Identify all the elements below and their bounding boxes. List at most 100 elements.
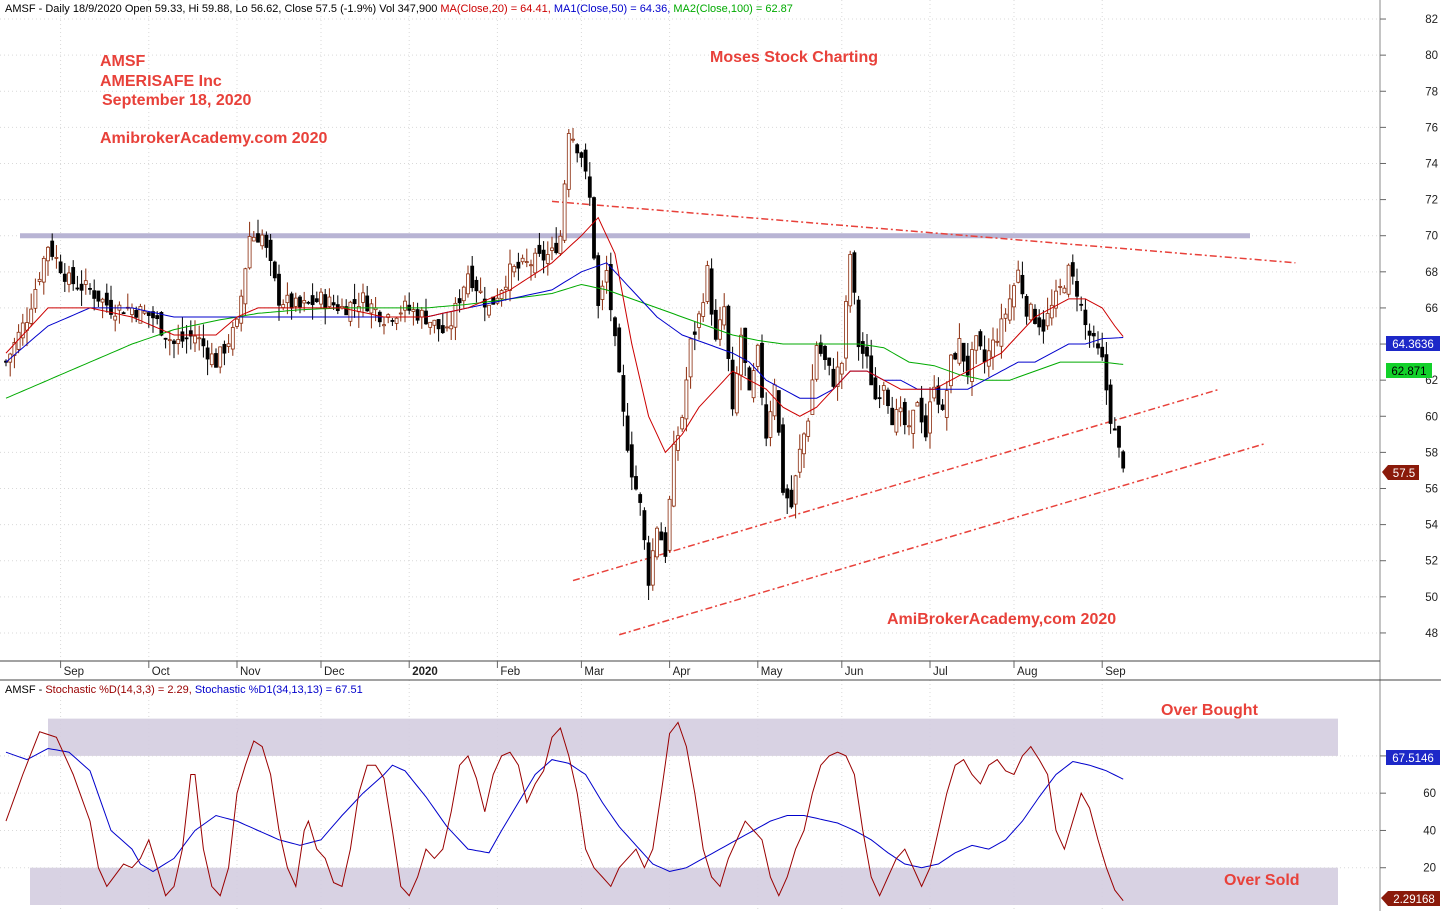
candle-down xyxy=(344,306,349,316)
candle-down xyxy=(163,337,168,340)
candle-up xyxy=(130,307,134,315)
candle-down xyxy=(457,298,462,304)
candle-up xyxy=(41,257,46,283)
price-tick-label: 72 xyxy=(1425,195,1438,207)
candle-up xyxy=(499,290,504,300)
candle-up xyxy=(285,294,290,304)
candle-up xyxy=(751,370,756,399)
candle-up xyxy=(445,326,449,329)
candle-up xyxy=(558,235,563,255)
candle-up xyxy=(772,384,777,417)
ma20-price-tag: 64.3636 xyxy=(1386,336,1440,351)
candle-up xyxy=(394,317,399,324)
candle-down xyxy=(852,252,857,293)
price-tick-label: 68 xyxy=(1425,267,1438,279)
candle-up xyxy=(33,289,38,309)
candle-down xyxy=(818,342,823,354)
candle-down xyxy=(919,397,924,423)
candle-up xyxy=(226,343,231,347)
candle-down xyxy=(961,342,966,362)
candle-down xyxy=(1020,274,1025,295)
candle-down xyxy=(625,415,630,451)
price-header: AMSF - Daily 18/9/2020 Open 59.33, Hi 59… xyxy=(5,3,793,15)
candle-down xyxy=(323,294,328,309)
candle-down xyxy=(172,340,176,344)
candle-down xyxy=(579,152,584,158)
candle-down xyxy=(865,346,869,357)
candle-up xyxy=(113,315,118,321)
candle-down xyxy=(709,268,714,315)
candle-down xyxy=(978,331,983,347)
candle-up xyxy=(487,304,491,316)
candle-down xyxy=(201,338,206,347)
candle-up xyxy=(142,310,147,314)
over-bought-label: Over Bought xyxy=(1161,702,1259,719)
candle-down xyxy=(743,327,748,363)
candle-up xyxy=(932,386,937,399)
candle-down xyxy=(109,299,113,315)
candle-up xyxy=(562,183,567,241)
candle-up xyxy=(949,354,953,387)
candle-up xyxy=(1054,290,1058,309)
candle-down xyxy=(596,255,601,306)
price-axis: 485052545658606264666870727476788082 xyxy=(1380,14,1439,640)
stoch-lines xyxy=(5,721,1124,902)
candle-down xyxy=(940,404,945,410)
candle-up xyxy=(697,313,701,328)
candle-up xyxy=(432,319,437,326)
candle-up xyxy=(302,300,307,304)
candle-down xyxy=(264,234,269,248)
candle-down xyxy=(188,330,193,337)
candle-down xyxy=(789,489,794,508)
candle-down xyxy=(856,299,861,348)
candle-up xyxy=(100,298,105,303)
candle-up xyxy=(453,302,458,328)
candle-down xyxy=(436,319,441,330)
candle-down xyxy=(256,233,260,243)
candle-up xyxy=(650,550,655,586)
candle-down xyxy=(50,240,55,257)
annotation-watermark: AmiBrokerAcademy,com 2020 xyxy=(887,611,1116,628)
candle-down xyxy=(222,343,227,354)
candle-up xyxy=(676,435,680,451)
candle-up xyxy=(218,346,223,368)
candle-down xyxy=(1100,346,1105,358)
candle-up xyxy=(722,306,727,326)
candle-up xyxy=(67,272,71,285)
candle-down xyxy=(634,476,638,490)
candle-down xyxy=(886,389,890,407)
candle-up xyxy=(230,327,235,350)
price-tick-label: 82 xyxy=(1425,14,1438,26)
candle-up xyxy=(995,340,1000,343)
candle-up xyxy=(209,353,214,366)
candle-down xyxy=(726,305,731,359)
price-tick-label: 48 xyxy=(1425,628,1438,640)
candle-up xyxy=(793,475,798,505)
price-tick-label: 66 xyxy=(1425,303,1438,315)
candle-up xyxy=(566,133,571,190)
candle-up xyxy=(835,366,840,387)
candle-up xyxy=(701,302,706,317)
candle-down xyxy=(482,298,487,308)
candle-down xyxy=(583,149,588,172)
candle-up xyxy=(755,344,760,367)
candle-down xyxy=(554,242,559,254)
candle-down xyxy=(314,298,319,302)
date-tick-label: Jul xyxy=(933,666,948,678)
candle-down xyxy=(776,390,781,433)
candle-up xyxy=(684,379,689,420)
candle-down xyxy=(71,267,76,285)
candle-down xyxy=(1108,384,1113,424)
stoch-d-value-label: 2.29168 xyxy=(1393,894,1435,906)
stoch-tick-label: 60 xyxy=(1423,788,1436,800)
candle-up xyxy=(239,295,244,324)
candle-down xyxy=(159,312,164,336)
candle-down xyxy=(1104,354,1109,391)
candle-up xyxy=(810,379,815,415)
candle-down xyxy=(713,309,718,340)
moving-averages xyxy=(5,216,1124,454)
candle-down xyxy=(1037,317,1042,328)
candle-up xyxy=(739,334,743,376)
candle-up xyxy=(999,318,1004,347)
candle-down xyxy=(646,542,651,586)
